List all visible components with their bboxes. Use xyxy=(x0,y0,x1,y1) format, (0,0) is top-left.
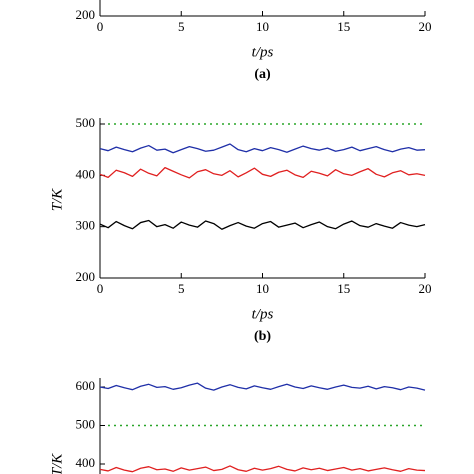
x-tick-label: 20 xyxy=(419,281,432,296)
y-axis-label: T/K xyxy=(49,453,65,474)
series-line xyxy=(99,166,426,179)
series-line xyxy=(99,219,426,230)
x-tick-label: 0 xyxy=(97,19,104,34)
x-tick-label: 15 xyxy=(337,19,350,34)
y-tick-label: 600 xyxy=(76,378,96,393)
y-tick-label: 500 xyxy=(76,115,96,130)
series-line xyxy=(99,382,426,391)
x-axis-label: t/ps xyxy=(252,306,274,322)
panel-caption: (a) xyxy=(254,67,271,82)
series-line xyxy=(99,465,426,473)
y-tick-label: 200 xyxy=(76,7,96,22)
x-tick-label: 20 xyxy=(419,19,432,34)
x-tick-label: 5 xyxy=(178,281,185,296)
x-tick-label: 10 xyxy=(256,281,269,296)
y-tick-label: 400 xyxy=(76,455,96,470)
y-tick-label: 300 xyxy=(76,218,96,233)
y-tick-label: 500 xyxy=(76,416,96,431)
x-tick-label: 0 xyxy=(97,281,104,296)
x-tick-label: 15 xyxy=(337,281,350,296)
x-axis-label: t/ps xyxy=(252,44,274,60)
y-tick-label: 200 xyxy=(76,269,96,284)
y-axis-label: T/K xyxy=(49,188,65,212)
x-tick-label: 10 xyxy=(256,19,269,34)
x-tick-label: 5 xyxy=(178,19,185,34)
panel-caption: (b) xyxy=(254,329,271,344)
y-tick-label: 400 xyxy=(76,166,96,181)
series-line xyxy=(99,143,426,154)
